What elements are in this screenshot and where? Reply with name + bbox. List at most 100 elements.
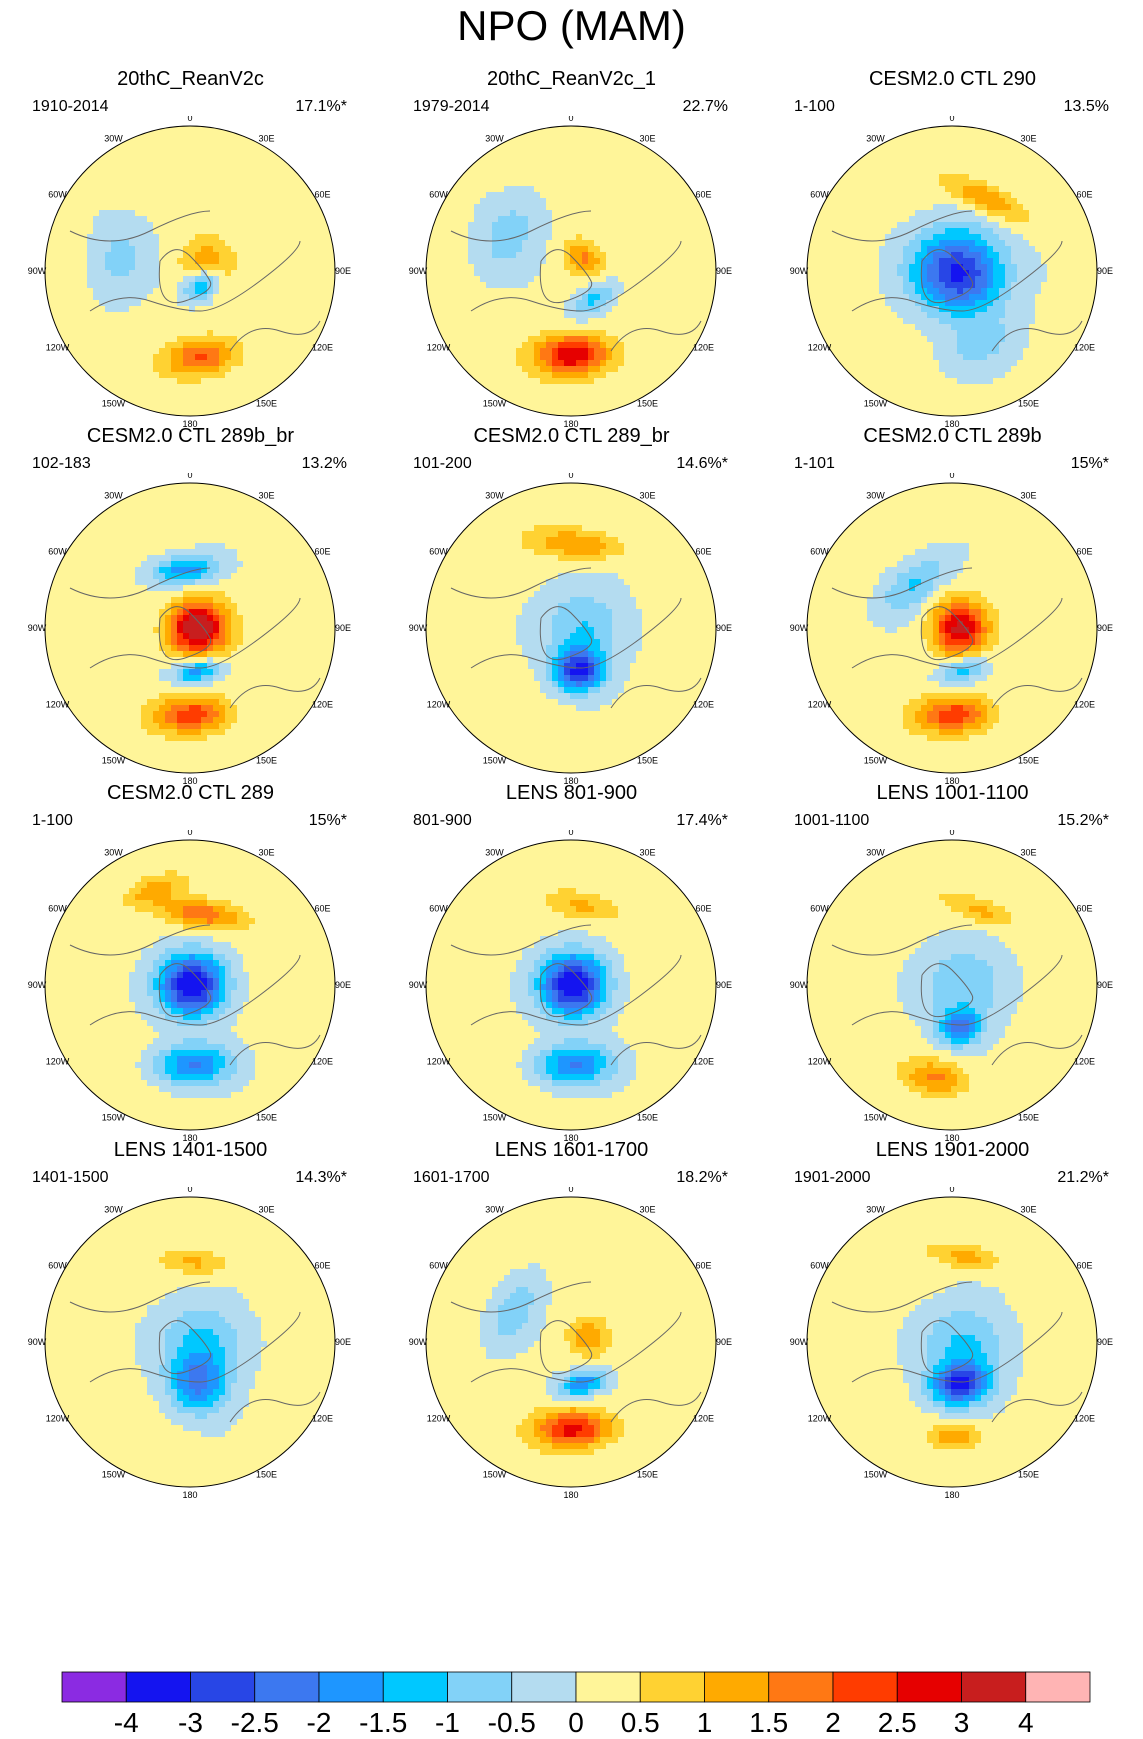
panel-title: LENS 1901-2000	[762, 1139, 1143, 1162]
longitude-label: 30E	[1020, 1204, 1036, 1214]
longitude-label: 0	[187, 473, 192, 480]
longitude-label: 0	[187, 1187, 192, 1194]
anomaly-field	[45, 126, 340, 421]
longitude-label: 120E	[312, 1414, 333, 1424]
anomaly-field	[807, 840, 1102, 1135]
panel-variance: 15.2%*	[1039, 812, 1109, 830]
panel-period: 1-100	[32, 812, 73, 830]
panel-variance: 13.5%	[1039, 98, 1109, 116]
colorbar-label: 0	[568, 1707, 584, 1739]
longitude-label: 120W	[46, 700, 70, 710]
panel-period: 1601-1700	[413, 1169, 490, 1187]
longitude-label: 90E	[1097, 980, 1113, 990]
longitude-label: 150E	[1018, 1113, 1039, 1123]
longitude-label: 90W	[790, 623, 809, 633]
longitude-label: 150W	[864, 1113, 888, 1123]
panel-title: 20thC_ReanV2c_1	[381, 68, 762, 91]
panel-title: LENS 1401-1500	[0, 1139, 381, 1162]
longitude-label: 30E	[639, 847, 655, 857]
panel-period: 1-100	[794, 98, 835, 116]
longitude-label: 180	[563, 1490, 578, 1500]
panel-title: CESM2.0 CTL 289_br	[381, 425, 762, 448]
anomaly-field	[45, 483, 340, 778]
longitude-label: 60E	[1076, 547, 1092, 557]
longitude-label: 90E	[1097, 1337, 1113, 1347]
longitude-label: 150W	[102, 756, 126, 766]
longitude-label: 150W	[102, 399, 126, 409]
anomaly-field	[807, 1197, 1102, 1492]
panel-period: 801-900	[413, 812, 472, 830]
longitude-label: 30E	[639, 490, 655, 500]
longitude-label: 90W	[409, 266, 428, 276]
colorbar-swatch	[833, 1672, 897, 1702]
panel-title: LENS 1001-1100	[762, 782, 1143, 805]
colorbar-label: -0.5	[488, 1707, 536, 1739]
longitude-label: 60E	[695, 904, 711, 914]
colorbar-swatch	[576, 1672, 640, 1702]
longitude-label: 120E	[1074, 700, 1095, 710]
longitude-label: 60E	[695, 190, 711, 200]
panel-period: 102-183	[32, 455, 91, 473]
panel-period: 1979-2014	[413, 98, 490, 116]
colorbar-swatch	[191, 1672, 255, 1702]
anomaly-field	[45, 840, 340, 1135]
longitude-label: 150W	[102, 1113, 126, 1123]
panel-period: 1-101	[794, 455, 835, 473]
longitude-label: 60E	[1076, 904, 1092, 914]
longitude-label: 30E	[1020, 133, 1036, 143]
anomaly-field	[426, 126, 721, 421]
panel-title: CESM2.0 CTL 290	[762, 68, 1143, 91]
longitude-label: 120E	[1074, 1414, 1095, 1424]
longitude-label: 120E	[693, 1057, 714, 1067]
longitude-label: 120E	[693, 343, 714, 353]
longitude-label: 150W	[864, 399, 888, 409]
longitude-label: 60E	[695, 1261, 711, 1271]
panel-title: CESM2.0 CTL 289b	[762, 425, 1143, 448]
longitude-label: 150W	[102, 1470, 126, 1480]
panel-variance: 15%*	[277, 812, 347, 830]
colorbar-swatch	[319, 1672, 383, 1702]
panel-variance: 14.6%*	[658, 455, 728, 473]
longitude-label: 120W	[808, 1414, 832, 1424]
longitude-label: 30W	[866, 1204, 885, 1214]
colorbar-swatch	[512, 1672, 576, 1702]
longitude-label: 30W	[104, 847, 123, 857]
longitude-label: 150W	[483, 756, 507, 766]
longitude-label: 60W	[48, 1261, 67, 1271]
longitude-label: 30W	[485, 1204, 504, 1214]
anomaly-field	[45, 1197, 340, 1492]
panel-variance: 17.4%*	[658, 812, 728, 830]
colorbar-swatch	[897, 1672, 961, 1702]
longitude-label: 180	[944, 1490, 959, 1500]
panel-period: 1910-2014	[32, 98, 109, 116]
longitude-label: 150W	[483, 399, 507, 409]
longitude-label: 90E	[1097, 623, 1113, 633]
longitude-label: 60E	[1076, 190, 1092, 200]
colorbar-swatch	[255, 1672, 319, 1702]
longitude-label: 150E	[637, 756, 658, 766]
panel-variance: 18.2%*	[658, 1169, 728, 1187]
longitude-label: 90E	[1097, 266, 1113, 276]
longitude-label: 60E	[314, 547, 330, 557]
figure-title: NPO (MAM)	[0, 2, 1143, 50]
longitude-label: 60W	[429, 1261, 448, 1271]
longitude-label: 120W	[46, 343, 70, 353]
anomaly-field	[426, 483, 721, 778]
panel-period: 101-200	[413, 455, 472, 473]
longitude-label: 30W	[866, 133, 885, 143]
longitude-label: 60W	[48, 904, 67, 914]
longitude-label: 90W	[409, 623, 428, 633]
colorbar-label: 4	[1018, 1707, 1034, 1739]
longitude-label: 30E	[639, 1204, 655, 1214]
longitude-label: 150E	[1018, 1470, 1039, 1480]
longitude-label: 150E	[256, 399, 277, 409]
